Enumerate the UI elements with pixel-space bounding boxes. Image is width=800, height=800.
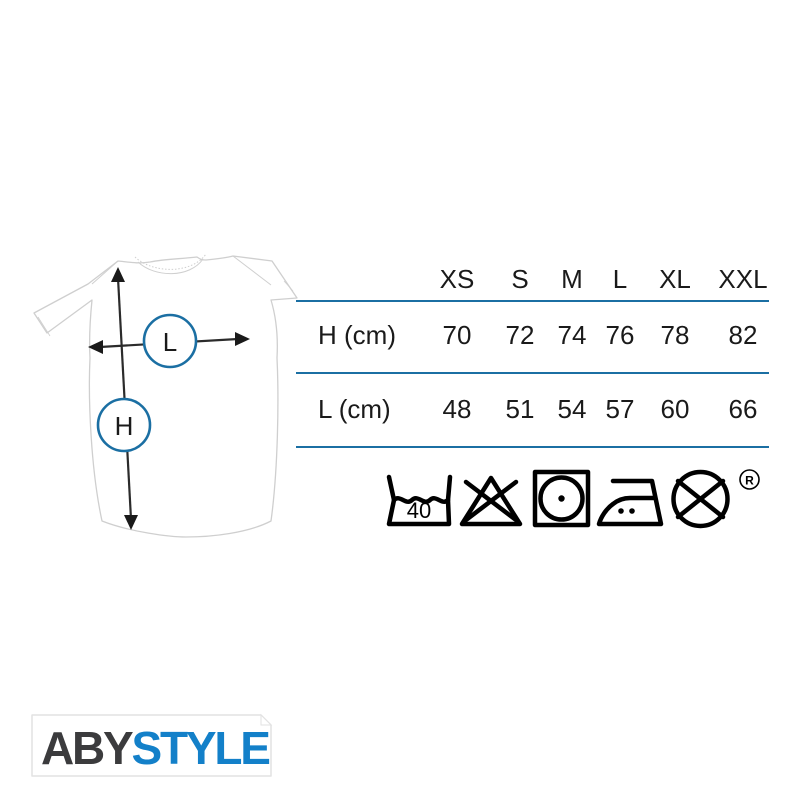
svg-text:ABYSTYLE: ABYSTYLE — [41, 722, 269, 774]
